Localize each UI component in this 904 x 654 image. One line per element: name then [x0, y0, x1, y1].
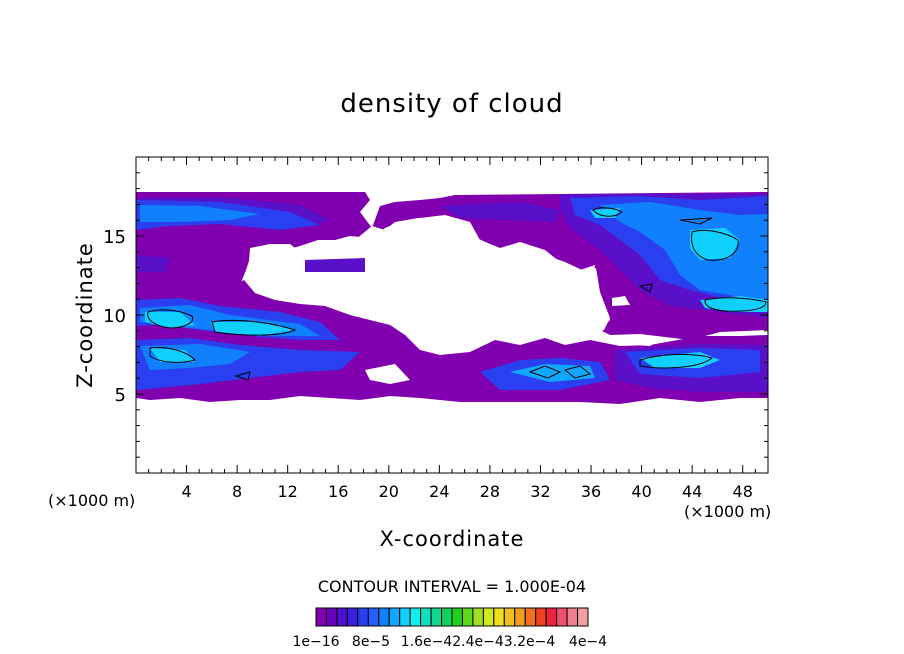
x-axis-label: X-coordinate [380, 527, 525, 551]
clear-patch-small-1 [365, 364, 410, 384]
x-tick-label: 32 [530, 482, 550, 501]
band-cyan-left-3 [150, 348, 195, 362]
colorbar-swatch [535, 607, 547, 627]
colorbar-swatch [420, 607, 432, 627]
colorbar-swatch [346, 607, 359, 627]
band-dark-mid-left [136, 255, 170, 272]
band-cyan-right-3 [590, 208, 620, 218]
contour-line [211, 319, 297, 336]
band-dark-patch [305, 258, 365, 272]
colorbar-swatch [514, 607, 526, 627]
contour-line [592, 207, 623, 217]
band-cyan-left-2 [210, 322, 295, 336]
colorbar-swatch [430, 607, 443, 627]
y-tick-label: 5 [115, 385, 126, 406]
colorbar-swatch [472, 607, 484, 627]
cloud-region-lower [136, 280, 768, 404]
contour-lines [147, 207, 767, 381]
x-tick-label: 24 [429, 482, 449, 501]
colorbar-swatch [315, 607, 327, 627]
band-cyan-right-2 [700, 296, 768, 312]
x-tick-label: 44 [682, 482, 702, 501]
contour-line [528, 365, 562, 379]
colorbar-swatch [577, 607, 589, 627]
colorbar-swatch [336, 607, 348, 627]
contour-line [639, 353, 714, 369]
colorbar-label: 1.6e−42.4e−43.2e−4 [401, 634, 556, 650]
colorbar-swatch [503, 607, 516, 627]
colorbar-swatch [388, 607, 401, 627]
colorbar-label: 4e−4 [569, 634, 607, 650]
band-lightblue-right [600, 202, 768, 300]
colorbar-swatch [566, 607, 579, 627]
contour-line [234, 371, 251, 381]
contour-line [149, 347, 196, 363]
y-axis-label: Z-coordinate [73, 242, 97, 388]
band-dark-upper-mid [440, 202, 560, 222]
contour-line [638, 283, 653, 293]
colorbar-swatch [461, 607, 474, 627]
x-tick-label: 20 [379, 482, 399, 501]
colorbar-swatch [556, 607, 568, 627]
x-tick-label: 4 [181, 482, 191, 501]
colorbar [315, 607, 589, 627]
chart-title: density of cloud [340, 89, 563, 119]
x-unit-right: (×1000 m) [684, 502, 771, 521]
x-unit-left: (×1000 m) [48, 491, 135, 510]
colorbar-labels: 1e−16 8e−5 1.6e−42.4e−43.2e−4 4e−4 [292, 634, 607, 650]
band-cyan-right-1 [690, 228, 740, 260]
clear-patch-small-2 [612, 336, 660, 346]
band-lightblue-left-upper [140, 205, 260, 222]
colorbar-swatch [451, 607, 463, 627]
contour-line [679, 217, 713, 225]
colorbar-swatch [493, 607, 505, 627]
colorbar-swatch [378, 607, 390, 627]
clear-patch-small-3 [612, 296, 630, 306]
colorbar-swatch [357, 607, 369, 627]
x-tick-label: 40 [631, 482, 651, 501]
colorbar-label: 8e−5 [352, 634, 390, 650]
colorbar-swatch [325, 607, 338, 627]
colorbar-swatch [409, 607, 422, 627]
y-tick-label: 10 [103, 306, 126, 327]
contour-line [691, 229, 739, 261]
colorbar-label: 1e−16 [292, 634, 339, 650]
contour-line [563, 365, 592, 379]
colorbar-swatch [545, 607, 558, 627]
colorbar-swatch [367, 607, 380, 627]
axis-ticks [136, 157, 768, 473]
colorbar-swatch [524, 607, 537, 627]
colorbar-swatch [399, 607, 411, 627]
colorbar-swatch [441, 607, 453, 627]
x-tick-label: 16 [328, 482, 348, 501]
clear-patch-center [248, 218, 610, 352]
x-tick-label: 28 [480, 482, 500, 501]
x-tick-label: 36 [581, 482, 601, 501]
contour-interval-text: CONTOUR INTERVAL = 1.000E-04 [318, 577, 586, 596]
x-tick-label: 12 [278, 482, 298, 501]
contour-line [147, 309, 194, 329]
x-tick-label: 8 [232, 482, 242, 501]
contour-line [704, 297, 767, 312]
band-cyan-left-1 [145, 312, 195, 328]
y-tick-label: 15 [103, 227, 126, 248]
x-tick-label: 48 [733, 482, 753, 501]
field-layer [136, 192, 768, 404]
colorbar-swatch [482, 607, 495, 627]
